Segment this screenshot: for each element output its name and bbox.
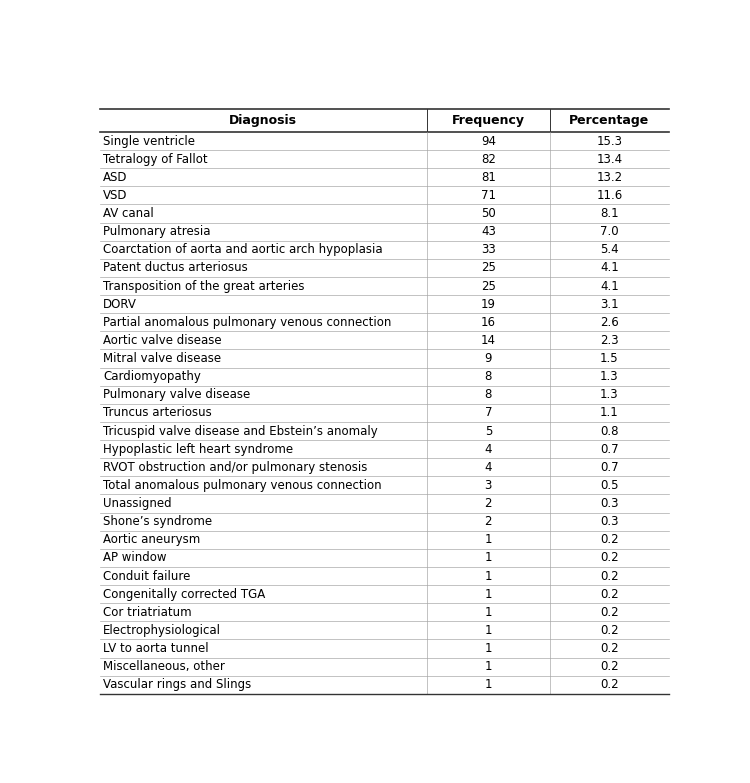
Text: 0.8: 0.8 — [600, 424, 619, 438]
Text: 8: 8 — [484, 370, 492, 383]
Text: ASD: ASD — [103, 171, 128, 184]
Text: 7: 7 — [484, 406, 492, 420]
Text: 4.1: 4.1 — [600, 280, 619, 293]
Text: 0.3: 0.3 — [600, 497, 619, 510]
Text: Single ventricle: Single ventricle — [103, 135, 195, 147]
Text: 0.2: 0.2 — [600, 569, 619, 583]
Text: 1: 1 — [484, 588, 492, 601]
Text: Total anomalous pulmonary venous connection: Total anomalous pulmonary venous connect… — [103, 479, 382, 492]
Text: 4: 4 — [484, 460, 492, 474]
Text: 0.2: 0.2 — [600, 642, 619, 655]
Text: Cor triatriatum: Cor triatriatum — [103, 606, 192, 619]
Text: Mitral valve disease: Mitral valve disease — [103, 352, 221, 365]
Text: 8.1: 8.1 — [600, 207, 619, 220]
Text: 94: 94 — [481, 135, 496, 147]
Text: 0.2: 0.2 — [600, 588, 619, 601]
Text: RVOT obstruction and/or pulmonary stenosis: RVOT obstruction and/or pulmonary stenos… — [103, 460, 368, 474]
Text: 13.2: 13.2 — [596, 171, 622, 184]
Text: 8: 8 — [484, 388, 492, 401]
Text: 16: 16 — [481, 316, 496, 329]
Text: Coarctation of aorta and aortic arch hypoplasia: Coarctation of aorta and aortic arch hyp… — [103, 244, 382, 256]
Text: 0.5: 0.5 — [600, 479, 619, 492]
Text: Truncus arteriosus: Truncus arteriosus — [103, 406, 212, 420]
Text: 1: 1 — [484, 624, 492, 637]
Text: 13.4: 13.4 — [596, 153, 622, 166]
Text: Vascular rings and Slings: Vascular rings and Slings — [103, 678, 251, 691]
Text: 1: 1 — [484, 678, 492, 691]
Text: Pulmonary valve disease: Pulmonary valve disease — [103, 388, 250, 401]
Text: Partial anomalous pulmonary venous connection: Partial anomalous pulmonary venous conne… — [103, 316, 392, 329]
Text: Hypoplastic left heart syndrome: Hypoplastic left heart syndrome — [103, 442, 293, 456]
Text: LV to aorta tunnel: LV to aorta tunnel — [103, 642, 209, 655]
Text: Conduit failure: Conduit failure — [103, 569, 190, 583]
Text: Aortic valve disease: Aortic valve disease — [103, 334, 222, 347]
Text: Congenitally corrected TGA: Congenitally corrected TGA — [103, 588, 266, 601]
Text: 2: 2 — [484, 497, 492, 510]
Text: Tricuspid valve disease and Ebstein’s anomaly: Tricuspid valve disease and Ebstein’s an… — [103, 424, 378, 438]
Text: 1.5: 1.5 — [600, 352, 619, 365]
Text: 14: 14 — [481, 334, 496, 347]
Text: 3: 3 — [484, 479, 492, 492]
Text: 0.2: 0.2 — [600, 533, 619, 547]
Text: 0.2: 0.2 — [600, 606, 619, 619]
Text: 0.2: 0.2 — [600, 660, 619, 673]
Text: 1: 1 — [484, 551, 492, 565]
Text: 5.4: 5.4 — [600, 244, 619, 256]
Text: 0.2: 0.2 — [600, 551, 619, 565]
Text: 15.3: 15.3 — [596, 135, 622, 147]
Text: 11.6: 11.6 — [596, 189, 622, 202]
Text: Patent ductus arteriosus: Patent ductus arteriosus — [103, 262, 248, 274]
Text: Electrophysiological: Electrophysiological — [103, 624, 221, 637]
Text: 25: 25 — [481, 280, 496, 293]
Text: 7.0: 7.0 — [600, 226, 619, 238]
Text: 1: 1 — [484, 533, 492, 547]
Text: 1.3: 1.3 — [600, 370, 619, 383]
Text: Diagnosis: Diagnosis — [230, 114, 297, 127]
Text: 1: 1 — [484, 606, 492, 619]
Text: AP window: AP window — [103, 551, 166, 565]
Text: Unassigned: Unassigned — [103, 497, 172, 510]
Text: Transposition of the great arteries: Transposition of the great arteries — [103, 280, 304, 293]
Text: 0.7: 0.7 — [600, 442, 619, 456]
Text: 2.3: 2.3 — [600, 334, 619, 347]
Text: 1: 1 — [484, 642, 492, 655]
Text: Frequency: Frequency — [452, 114, 525, 127]
Text: Pulmonary atresia: Pulmonary atresia — [103, 226, 211, 238]
Text: 81: 81 — [481, 171, 496, 184]
Text: 2: 2 — [484, 515, 492, 529]
Text: 19: 19 — [481, 298, 496, 311]
Text: 3.1: 3.1 — [600, 298, 619, 311]
Text: 4.1: 4.1 — [600, 262, 619, 274]
Text: 0.2: 0.2 — [600, 624, 619, 637]
Text: 0.2: 0.2 — [600, 678, 619, 691]
Text: Miscellaneous, other: Miscellaneous, other — [103, 660, 225, 673]
Text: 1: 1 — [484, 569, 492, 583]
Text: VSD: VSD — [103, 189, 128, 202]
Text: 2.6: 2.6 — [600, 316, 619, 329]
Text: 1: 1 — [484, 660, 492, 673]
Text: Shone’s syndrome: Shone’s syndrome — [103, 515, 212, 529]
Text: Tetralogy of Fallot: Tetralogy of Fallot — [103, 153, 208, 166]
Text: 9: 9 — [484, 352, 492, 365]
Text: 82: 82 — [481, 153, 496, 166]
Text: AV canal: AV canal — [103, 207, 154, 220]
Text: 33: 33 — [481, 244, 496, 256]
Text: 50: 50 — [481, 207, 496, 220]
Text: 43: 43 — [481, 226, 496, 238]
Text: 25: 25 — [481, 262, 496, 274]
Text: Percentage: Percentage — [569, 114, 650, 127]
Text: 0.7: 0.7 — [600, 460, 619, 474]
Text: DORV: DORV — [103, 298, 137, 311]
Text: 1.1: 1.1 — [600, 406, 619, 420]
Text: 0.3: 0.3 — [600, 515, 619, 529]
Text: 71: 71 — [481, 189, 496, 202]
Text: 1.3: 1.3 — [600, 388, 619, 401]
Text: 4: 4 — [484, 442, 492, 456]
Text: 5: 5 — [484, 424, 492, 438]
Text: Cardiomyopathy: Cardiomyopathy — [103, 370, 201, 383]
Text: Aortic aneurysm: Aortic aneurysm — [103, 533, 200, 547]
